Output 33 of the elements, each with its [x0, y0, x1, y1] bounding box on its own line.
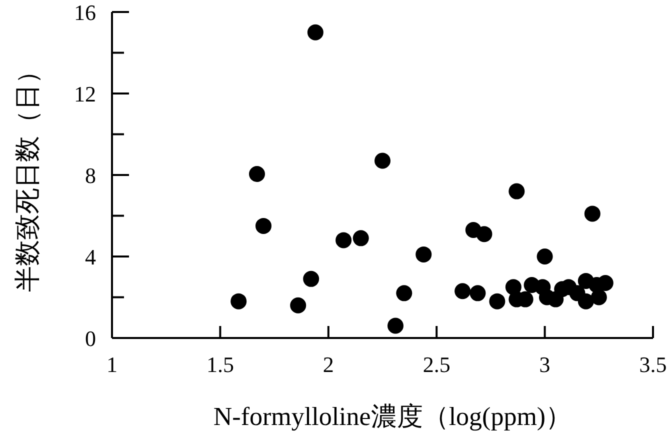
point: [416, 246, 432, 262]
point: [476, 226, 492, 242]
y-axis-title: 半数致死日数（日）: [13, 58, 42, 292]
x-tick-label: 2.5: [422, 352, 450, 377]
point: [396, 285, 412, 302]
point: [454, 283, 471, 300]
point: [307, 24, 324, 40]
point: [303, 270, 320, 287]
point: [387, 318, 404, 334]
y-tick-label: 0: [85, 326, 96, 351]
point: [470, 285, 486, 302]
point: [374, 152, 390, 169]
point: [230, 293, 247, 310]
y-tick-label: 4: [85, 244, 96, 270]
y-tick-label: 8: [85, 163, 96, 188]
x-tick-label: 1.5: [206, 352, 234, 377]
point: [578, 293, 594, 310]
point: [536, 248, 553, 264]
y-tick-label: 16: [74, 0, 96, 25]
x-tick-label: 2: [322, 352, 334, 377]
x-tick-label: 3: [539, 352, 550, 377]
x-axis-title: N-formylloline濃度（log(ppm)）: [213, 402, 572, 431]
point: [352, 230, 369, 246]
point: [290, 297, 306, 314]
point: [255, 218, 272, 234]
x-tick-label: 3.5: [639, 352, 667, 377]
point: [336, 232, 352, 248]
point: [489, 293, 506, 310]
y-tick-label: 12: [74, 82, 96, 106]
x-tick-label: 1: [106, 352, 118, 377]
point: [584, 206, 600, 222]
point: [508, 183, 525, 200]
point: [248, 166, 265, 182]
